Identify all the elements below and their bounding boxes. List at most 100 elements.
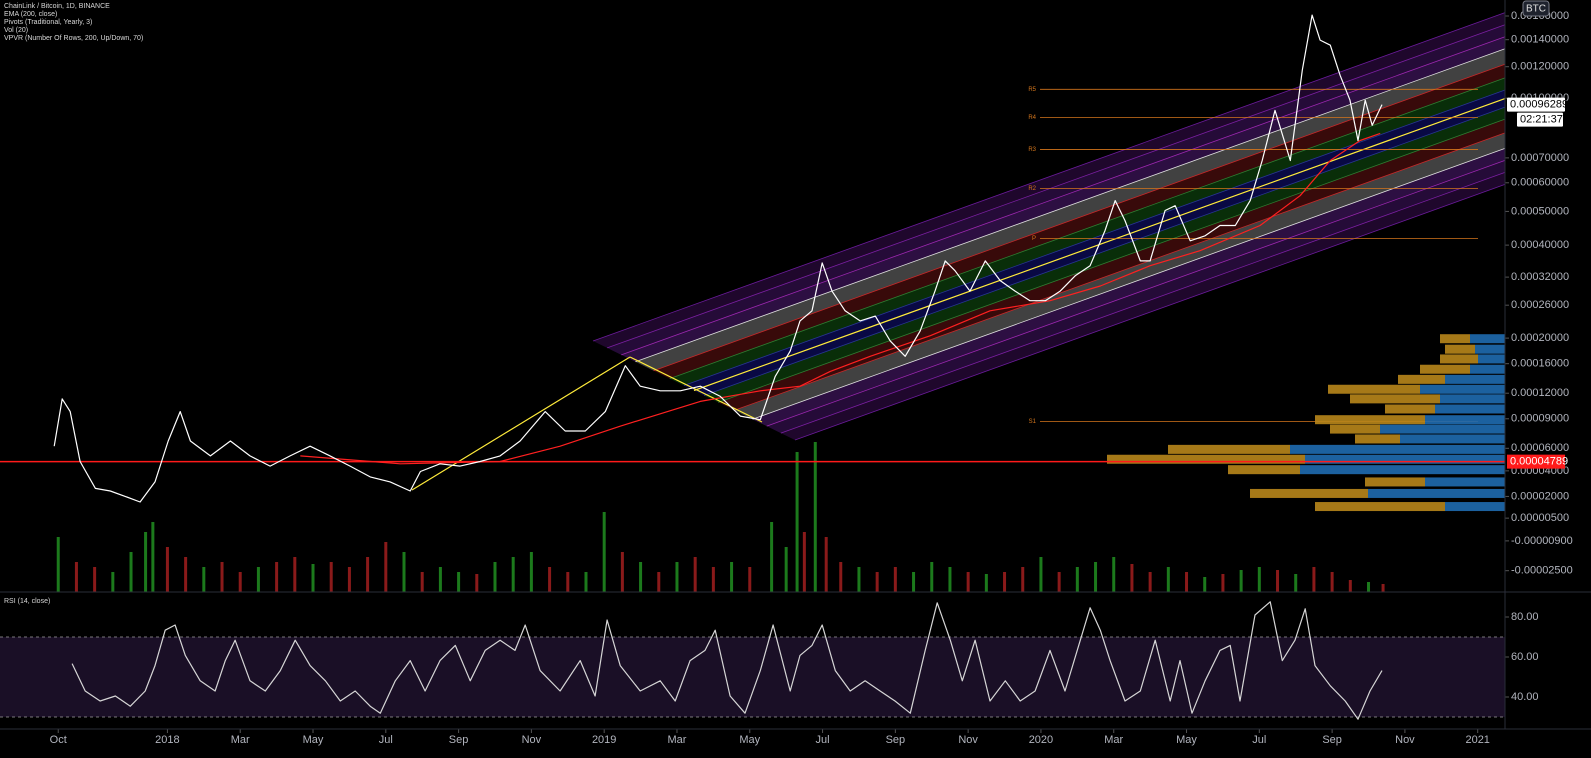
vpvr-down	[1168, 444, 1290, 454]
volume-bar	[151, 522, 155, 592]
volume-bar	[238, 572, 242, 592]
vpvr-down	[1440, 334, 1470, 344]
volume-bar	[948, 567, 952, 592]
pivot-label: R3	[1028, 147, 1036, 153]
last-price-box	[1507, 97, 1565, 112]
x-tick-label: Jul	[1252, 734, 1266, 746]
last-price-label: 0.00096289	[1510, 99, 1568, 111]
channel-band	[593, 12, 1505, 348]
vpvr-up	[1478, 354, 1505, 364]
regression-channel	[411, 12, 1506, 491]
volume-bar	[711, 567, 715, 592]
y-tick-label: -0.00000900	[1511, 535, 1573, 547]
volume-bar	[475, 574, 479, 592]
currency-badge	[1522, 0, 1550, 17]
x-tick-label: Jul	[816, 734, 830, 746]
y-tick-label: 0.00120000	[1511, 61, 1569, 73]
y-tick-label: 0.00032000	[1511, 271, 1569, 283]
vpvr-down	[1228, 465, 1300, 475]
channel-band	[694, 98, 1505, 396]
vpvr-up	[1290, 444, 1505, 454]
y-tick-label: -0.00002500	[1511, 565, 1573, 577]
volume-bar	[144, 532, 148, 592]
channel-line	[621, 36, 1506, 356]
channel-line	[669, 77, 1506, 379]
volume-bar	[275, 562, 279, 592]
volume-bar	[511, 557, 515, 592]
volume-legend: Vol (20)	[4, 27, 28, 34]
trend-line	[411, 356, 631, 491]
channel-line	[752, 147, 1506, 420]
volume-bar	[129, 552, 133, 592]
x-tick-label: Nov	[958, 734, 978, 746]
volume-bar	[402, 552, 406, 592]
pivot-label: S1	[1029, 419, 1037, 425]
y-tick-label: 0.00026000	[1511, 299, 1569, 311]
rsi-legend: RSI (14, close)	[4, 598, 50, 605]
x-tick-label: Oct	[50, 734, 67, 746]
volume-bar	[220, 562, 224, 592]
x-tick-label: Nov	[1395, 734, 1415, 746]
volume-bar	[748, 567, 752, 592]
rsi-band-fill	[0, 637, 1505, 717]
volume-bar	[1185, 572, 1189, 592]
y-tick-label: 0.00070000	[1511, 152, 1569, 164]
vpvr-down	[1398, 374, 1445, 384]
volume-bar	[384, 542, 388, 592]
volume-bar	[984, 574, 988, 592]
volume-bar	[1203, 577, 1207, 592]
volume-bar	[893, 567, 897, 592]
vpvr-up	[1368, 488, 1505, 498]
volume-bar	[202, 567, 206, 592]
vpvr-down	[1315, 502, 1445, 512]
x-tick-label: 2020	[1029, 734, 1053, 746]
channel-band	[683, 89, 1505, 391]
volume-bar	[1057, 572, 1061, 592]
volume-bar	[839, 562, 843, 592]
volume-bar	[930, 562, 934, 592]
y-tick-label: 0.00012000	[1511, 387, 1569, 399]
channel-line	[592, 12, 1506, 342]
volume-bar	[1075, 567, 1079, 592]
pivot-label: R4	[1028, 115, 1036, 121]
pivots-legend: Pivots (Traditional, Yearly, 3)	[4, 19, 92, 26]
channel-band	[752, 148, 1505, 427]
vpvr-down	[1385, 404, 1435, 414]
trend-line	[629, 356, 763, 423]
volume-bar	[1312, 567, 1316, 592]
volume-bar	[620, 552, 624, 592]
vpvr-down	[1250, 488, 1368, 498]
channel-line	[794, 184, 1506, 441]
volume-bar	[1381, 584, 1385, 592]
vpvr-up	[1425, 415, 1505, 425]
volume-bar	[675, 562, 679, 592]
volume-bar	[824, 537, 828, 592]
channel-band	[607, 24, 1505, 355]
vpvr-up	[1425, 477, 1505, 487]
volume-bar	[347, 567, 351, 592]
volume-bar	[329, 562, 333, 592]
volume-bar	[420, 572, 424, 592]
x-tick-label: Mar	[668, 734, 687, 746]
volume-bar	[795, 452, 799, 592]
channel-band	[704, 107, 1505, 403]
rsi-tick-label: 60.00	[1511, 651, 1539, 663]
vpvr-down	[1420, 364, 1470, 374]
vpvr-down	[1445, 344, 1475, 354]
channel-band	[766, 160, 1505, 434]
channel-band	[669, 77, 1505, 386]
countdown-box	[1517, 112, 1563, 127]
channel-band	[780, 172, 1505, 441]
volume-bar	[693, 557, 697, 592]
pivot-label: R5	[1028, 87, 1036, 93]
volume-bar	[584, 572, 588, 592]
vpvr-up	[1445, 502, 1505, 512]
series-line	[53, 14, 1383, 503]
volume-bar	[566, 572, 570, 592]
vpvr-up	[1305, 454, 1505, 464]
vpvr-up	[1475, 344, 1505, 354]
volume-bar	[857, 567, 861, 592]
vpvr-up	[1435, 404, 1505, 414]
volume-bar	[1221, 574, 1225, 592]
